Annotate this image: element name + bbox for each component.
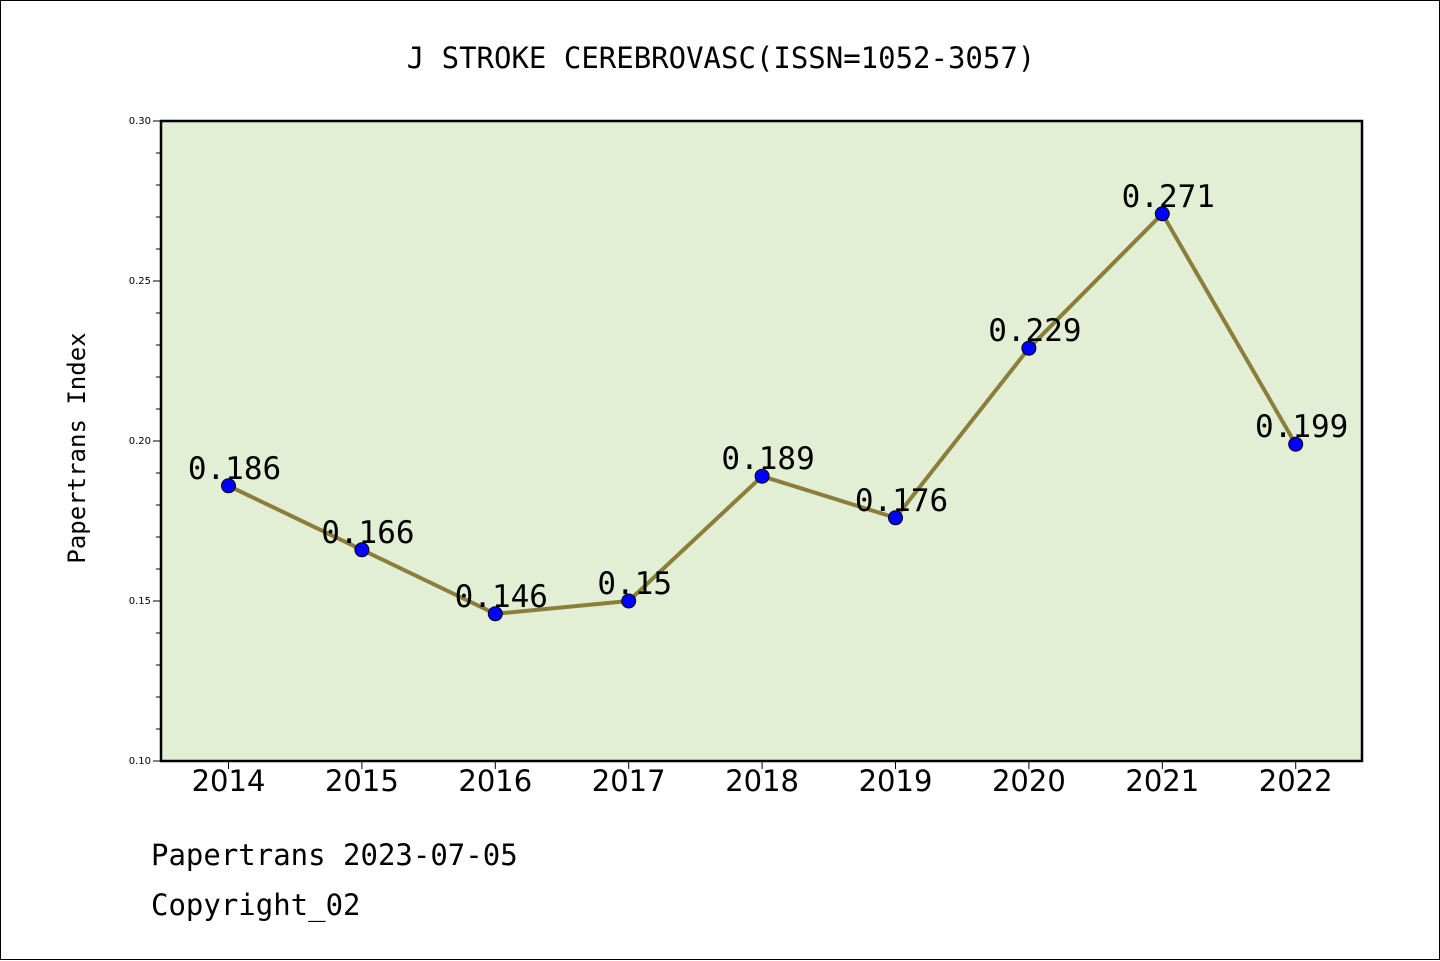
x-tick-label: 2022 [1259, 764, 1333, 798]
data-point [888, 510, 903, 526]
chart-title: J STROKE CEREBROVASC(ISSN=1052-3057) [407, 41, 1036, 75]
data-label: 0.189 [721, 441, 814, 477]
x-tick-label: 2014 [192, 764, 266, 798]
x-tick-label: 2017 [592, 764, 666, 798]
data-label: 0.166 [321, 515, 414, 551]
plot-area [161, 121, 1362, 761]
data-point [354, 542, 370, 558]
y-tick-label: 0.25 [129, 276, 151, 287]
data-point [1154, 206, 1170, 222]
x-tick-label: 2021 [1125, 764, 1199, 798]
data-label: 0.229 [988, 313, 1081, 349]
data-point [487, 606, 503, 622]
data-label: 0.186 [188, 451, 281, 487]
data-label: 0.176 [855, 483, 948, 519]
y-axis: 0.10 0.15 0.20 0.25 0.30 [129, 116, 161, 767]
y-tick-label: 0.30 [129, 116, 151, 127]
data-label: 0.271 [1122, 179, 1215, 215]
y-axis-label: Papertrans Index [63, 332, 91, 563]
footer-copyright: Copyright_02 [151, 888, 361, 923]
x-tick-label: 2015 [325, 764, 399, 798]
x-axis: 2014 2015 2016 2017 2018 2019 2020 2021 2022 [192, 761, 1333, 798]
y-tick-label: 0.15 [129, 596, 151, 607]
plot-border [159, 119, 1364, 763]
data-point [1021, 340, 1037, 356]
data-point [221, 478, 236, 494]
data-label: 0.199 [1255, 409, 1348, 445]
x-tick-label: 2016 [458, 764, 532, 798]
data-label: 0.146 [455, 579, 548, 615]
data-point [1288, 436, 1304, 452]
x-tick-label: 2019 [859, 764, 933, 798]
data-point [621, 593, 637, 609]
x-tick-label: 2018 [725, 764, 799, 798]
x-tick-label: 2020 [992, 764, 1066, 798]
data-series: 0.186 0.166 0.146 0.15 0.189 0.176 0.229 0.271 0… [188, 179, 1348, 622]
data-point [754, 468, 770, 484]
y-tick-label: 0.10 [129, 756, 151, 767]
y-tick-label: 0.20 [129, 436, 151, 447]
footer-date: Papertrans 2023-07-05 [151, 838, 518, 872]
data-label: 0.15 [597, 566, 672, 602]
